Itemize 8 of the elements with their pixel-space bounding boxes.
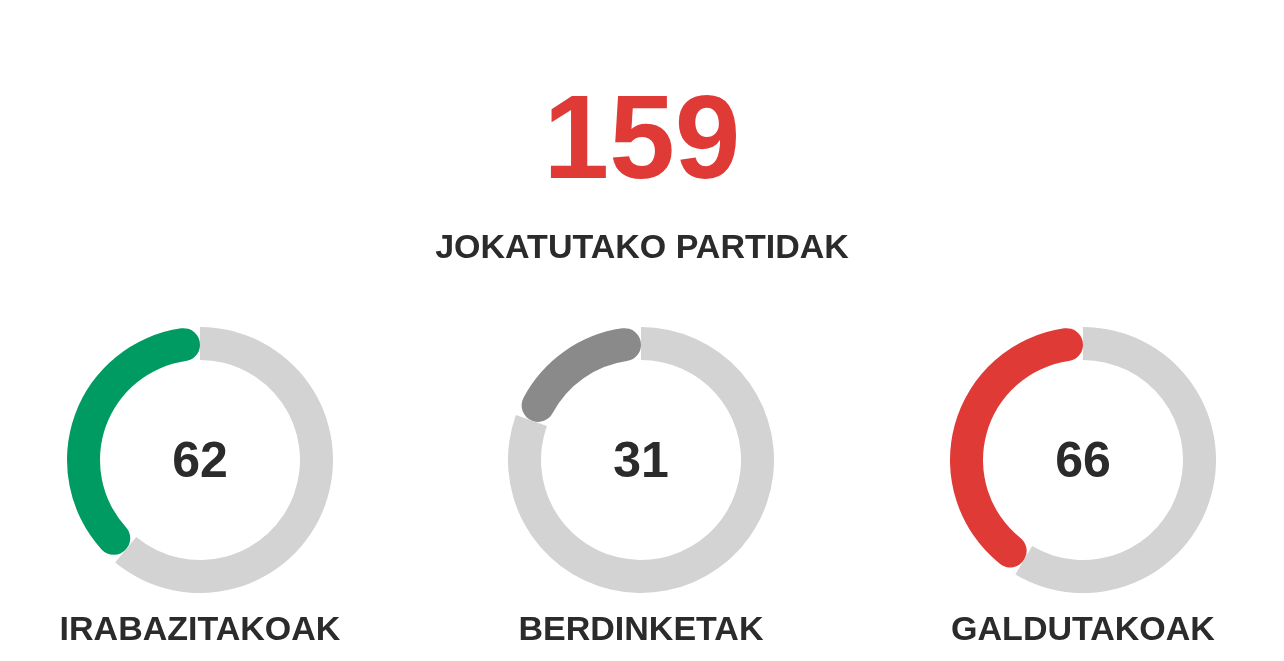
- data-label: 62: [172, 432, 228, 488]
- text: 159: [542, 71, 742, 203]
- text: JOKATUTAKO PARTIDAK: [434, 226, 850, 266]
- text: BERDINKETAK: [518, 609, 764, 647]
- data-label: 66: [1055, 432, 1111, 488]
- data-label: 31: [613, 432, 669, 488]
- text: IRABAZITAKOAK: [59, 609, 341, 647]
- text: GALDUTAKOAK: [951, 609, 1216, 647]
